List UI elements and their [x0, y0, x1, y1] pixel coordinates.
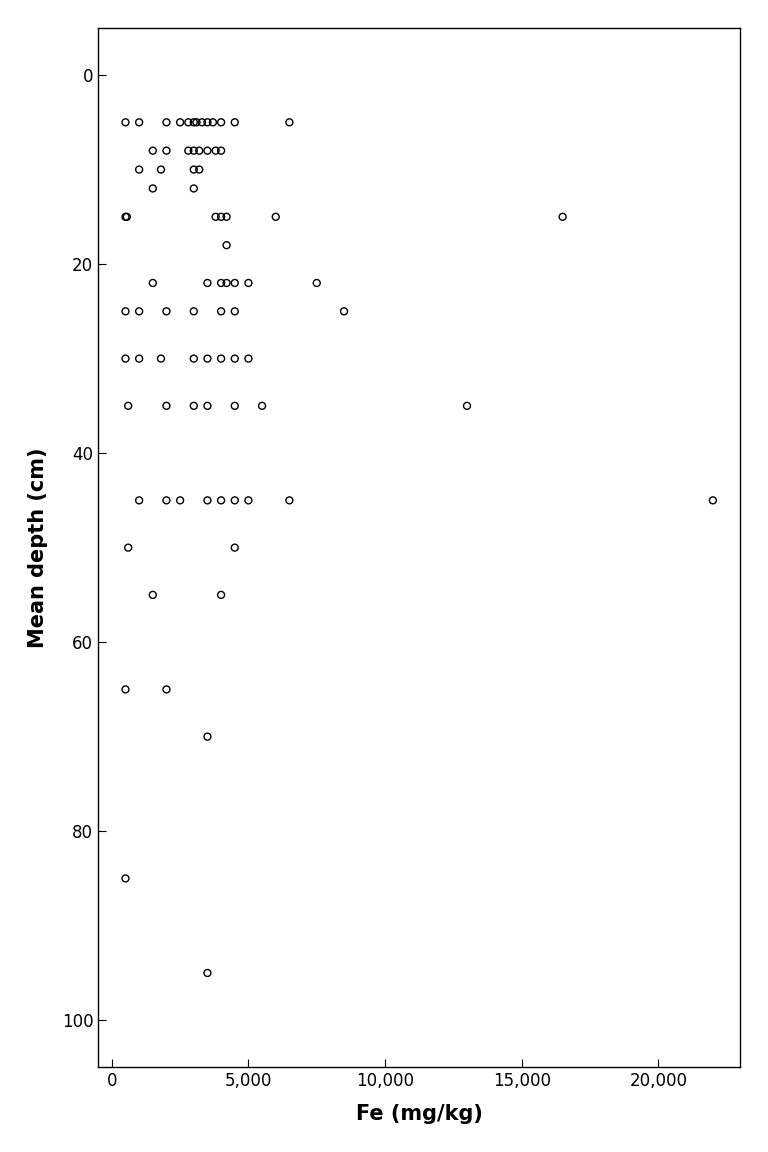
- Point: [256, 396, 268, 415]
- Point: [201, 964, 214, 983]
- Point: [196, 113, 208, 131]
- Point: [133, 302, 145, 320]
- Point: [215, 113, 227, 131]
- Point: [187, 302, 200, 320]
- Point: [161, 302, 173, 320]
- Point: [155, 349, 167, 367]
- Point: [215, 302, 227, 320]
- Point: [147, 274, 159, 293]
- Point: [182, 142, 194, 160]
- Point: [182, 113, 194, 131]
- Point: [119, 349, 131, 367]
- Point: [207, 113, 219, 131]
- Point: [119, 680, 131, 698]
- Point: [193, 160, 205, 179]
- Point: [174, 491, 187, 509]
- Point: [210, 207, 222, 226]
- Point: [201, 113, 214, 131]
- Point: [187, 180, 200, 198]
- Point: [270, 207, 282, 226]
- Point: [229, 491, 241, 509]
- Point: [220, 207, 233, 226]
- Point: [220, 236, 233, 255]
- Point: [215, 274, 227, 293]
- Point: [187, 396, 200, 415]
- Point: [242, 274, 254, 293]
- Point: [201, 349, 214, 367]
- Point: [210, 142, 222, 160]
- Point: [155, 160, 167, 179]
- Point: [215, 491, 227, 509]
- Point: [201, 491, 214, 509]
- Point: [338, 302, 350, 320]
- Point: [215, 585, 227, 604]
- Point: [161, 680, 173, 698]
- Point: [133, 349, 145, 367]
- Point: [119, 302, 131, 320]
- Point: [557, 207, 569, 226]
- Point: [229, 274, 241, 293]
- Point: [147, 142, 159, 160]
- Point: [215, 349, 227, 367]
- Point: [193, 142, 205, 160]
- Point: [215, 207, 227, 226]
- Point: [187, 160, 200, 179]
- Point: [174, 113, 187, 131]
- Point: [122, 396, 134, 415]
- Point: [310, 274, 323, 293]
- Point: [133, 160, 145, 179]
- Point: [215, 142, 227, 160]
- Point: [707, 491, 719, 509]
- Point: [187, 142, 200, 160]
- Point: [119, 870, 131, 888]
- Point: [201, 142, 214, 160]
- Point: [229, 113, 241, 131]
- Point: [161, 113, 173, 131]
- Point: [133, 113, 145, 131]
- Point: [161, 142, 173, 160]
- Point: [461, 396, 473, 415]
- Point: [283, 113, 296, 131]
- Point: [122, 538, 134, 556]
- Point: [229, 538, 241, 556]
- Point: [121, 207, 133, 226]
- Point: [229, 349, 241, 367]
- Point: [229, 302, 241, 320]
- Point: [119, 207, 131, 226]
- Point: [187, 349, 200, 367]
- Point: [147, 585, 159, 604]
- Point: [187, 113, 200, 131]
- Point: [147, 180, 159, 198]
- Point: [220, 274, 233, 293]
- Point: [242, 491, 254, 509]
- X-axis label: Fe (mg/kg): Fe (mg/kg): [356, 1105, 482, 1124]
- Point: [201, 396, 214, 415]
- Point: [161, 491, 173, 509]
- Point: [133, 491, 145, 509]
- Point: [119, 113, 131, 131]
- Point: [190, 113, 203, 131]
- Point: [201, 274, 214, 293]
- Point: [161, 396, 173, 415]
- Y-axis label: Mean depth (cm): Mean depth (cm): [28, 447, 48, 647]
- Point: [229, 396, 241, 415]
- Point: [283, 491, 296, 509]
- Point: [201, 727, 214, 745]
- Point: [242, 349, 254, 367]
